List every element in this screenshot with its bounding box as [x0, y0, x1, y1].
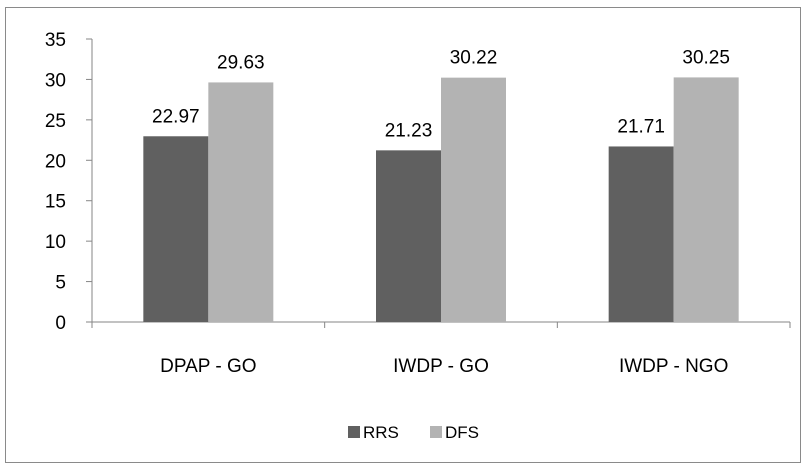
bar-rrs	[143, 136, 209, 322]
bars-group	[143, 77, 739, 323]
data-label: 30.25	[682, 47, 730, 68]
bar-rrs	[608, 146, 674, 322]
y-tick-label: 5	[55, 273, 66, 294]
y-tick-label: 35	[45, 30, 66, 51]
bar-dfs	[208, 82, 274, 322]
data-labels-group: 22.97 21.23 21.71 29.63 30.22 30.25	[152, 47, 730, 141]
legend-swatch-dfs	[430, 426, 442, 438]
legend: RRS DFS	[348, 423, 479, 442]
y-tick-label: 10	[45, 232, 66, 253]
data-label: 21.71	[617, 116, 665, 137]
y-axis: 0 5 10 15 20 25 30 35	[45, 30, 93, 334]
x-category-label: IWDP - NGO	[619, 356, 728, 377]
data-label: 21.23	[385, 120, 433, 141]
data-label: 22.97	[152, 106, 200, 127]
y-tick-label: 15	[45, 192, 66, 213]
bar-rrs	[376, 150, 441, 322]
y-tick-label: 30	[45, 70, 66, 91]
legend-swatch-rrs	[348, 426, 360, 438]
data-label: 29.63	[217, 52, 265, 73]
bar-dfs	[441, 77, 506, 322]
y-tick-label: 20	[45, 151, 66, 172]
x-category-label: DPAP - GO	[160, 356, 256, 377]
y-tick-label: 25	[45, 111, 66, 132]
y-tick-label: 0	[55, 313, 66, 334]
bar-dfs	[673, 77, 739, 323]
data-label: 30.22	[450, 48, 498, 69]
legend-label-dfs: DFS	[445, 423, 479, 442]
legend-label-rrs: RRS	[363, 423, 399, 442]
x-category-label: IWDP - GO	[393, 356, 489, 377]
